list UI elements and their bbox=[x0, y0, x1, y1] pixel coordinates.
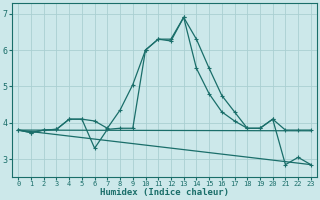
X-axis label: Humidex (Indice chaleur): Humidex (Indice chaleur) bbox=[100, 188, 229, 197]
